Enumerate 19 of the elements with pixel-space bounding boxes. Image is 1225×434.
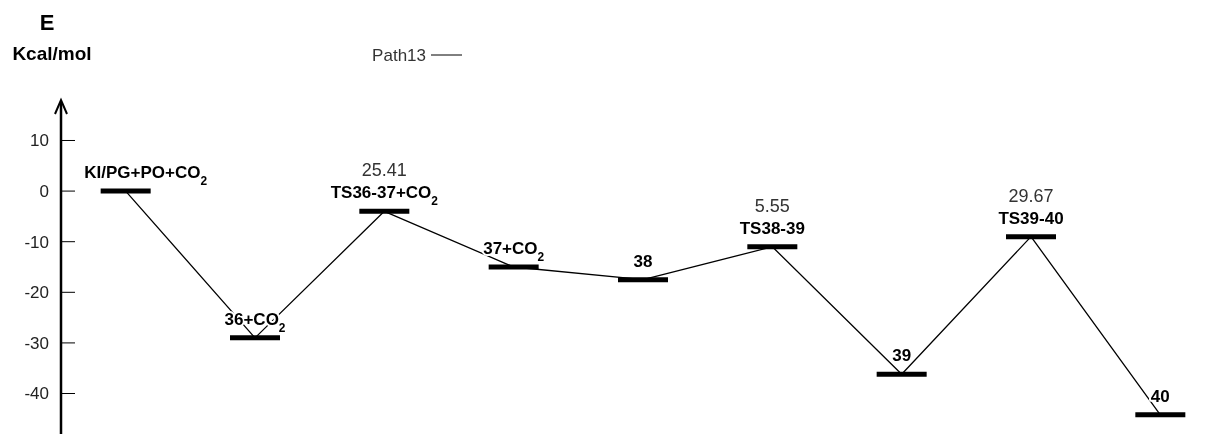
y-tick-label: 0 [39,182,49,202]
y-axis-title: E Kcal/mol [12,10,92,64]
y-tick-label: 10 [30,131,49,151]
x-tick-label: TS39-40 [998,208,1064,228]
x-tick-label: 38 [633,251,653,271]
x-tick-label: TS36-37+CO$_{2}$ [330,183,439,209]
legend-label: Path13 [372,45,426,65]
y-tick-label: -20 [24,283,49,303]
x-tick-label: 39 [892,346,912,366]
x-tick-label: 37+CO$_{2}$ [483,239,545,264]
x-tick-label: KI/PG+PO+CO$_{2}$ [84,163,208,189]
y-tick-label: -40 [24,384,49,404]
y-tick-label: -10 [24,232,49,252]
annotation: 25.41 [361,160,407,181]
x-tick-label: 40 [1150,386,1170,406]
x-tick-label: TS38-39 [739,218,805,238]
annotation: 29.67 [1008,185,1054,206]
annotation: 5.55 [754,195,790,216]
y-tick-label: -30 [24,333,49,353]
